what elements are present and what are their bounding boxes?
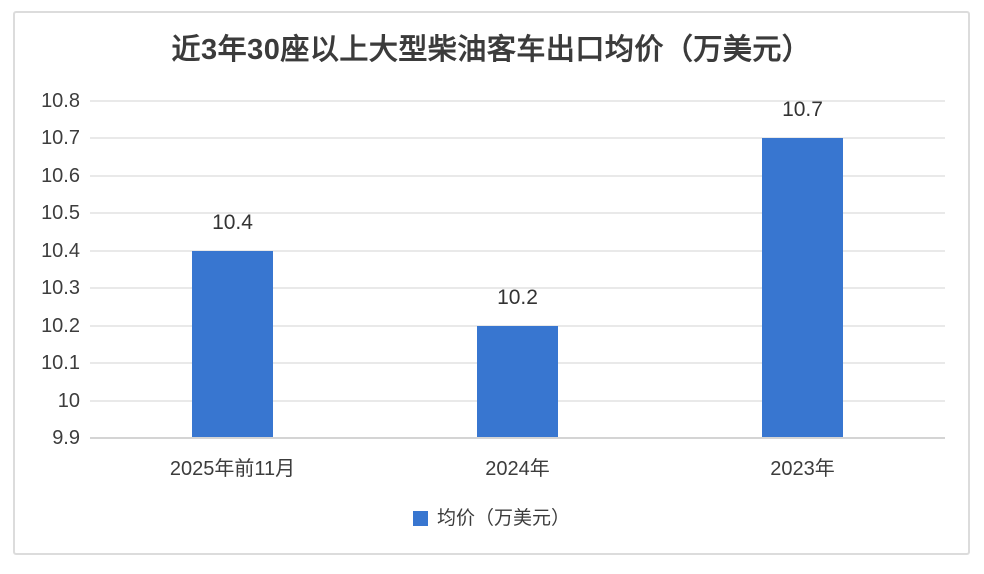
- gridline: [90, 249, 945, 252]
- gridline: [90, 100, 945, 102]
- y-tick-label: 10.4: [41, 239, 80, 262]
- y-tick-label: 10.2: [41, 314, 80, 337]
- y-tick-label: 10.6: [41, 164, 80, 187]
- bar-2025年前11月: [192, 250, 273, 438]
- plot-area: 10.4 10.2 10.7: [90, 98, 945, 438]
- y-tick-label: 9.9: [52, 427, 80, 449]
- y-axis-labels: 9.9 10 10.1 10.2 10.3 10.4 10.5 10.6 10.7 10.8: [8, 91, 80, 448]
- bar-value-label: 10.4: [212, 210, 253, 234]
- bar-value-label: 10.7: [782, 98, 823, 122]
- gridline: [90, 324, 945, 327]
- x-axis-line: [90, 437, 945, 439]
- y-tick-label: 10.7: [41, 127, 80, 150]
- legend: 均价（万美元）: [13, 509, 970, 528]
- legend-label: 均价（万美元）: [436, 508, 570, 529]
- bar-value-label: 10.2: [497, 285, 538, 309]
- legend-swatch-icon: [412, 511, 428, 526]
- bar-2023年: [762, 138, 843, 438]
- x-tick-label: 2023年: [770, 458, 835, 480]
- gridline: [90, 174, 945, 177]
- bar-2024年: [477, 325, 558, 438]
- y-tick-label: 10.8: [41, 90, 80, 112]
- y-tick-label: 10.3: [41, 277, 80, 300]
- y-tick-label: 10.5: [41, 202, 80, 225]
- chart-title: 近3年30座以上大型柴油客车出口均价（万美元）: [171, 34, 812, 66]
- x-axis-labels: 2025年前11月 2024年 2023年: [90, 452, 945, 482]
- y-tick-label: 10.1: [41, 352, 80, 375]
- y-tick-label: 10: [57, 389, 80, 412]
- x-tick-label: 2025年前11月: [169, 458, 296, 480]
- x-tick-label: 2024年: [485, 458, 550, 480]
- gridline: [90, 137, 945, 140]
- gridline: [90, 287, 945, 290]
- gridline: [90, 212, 945, 215]
